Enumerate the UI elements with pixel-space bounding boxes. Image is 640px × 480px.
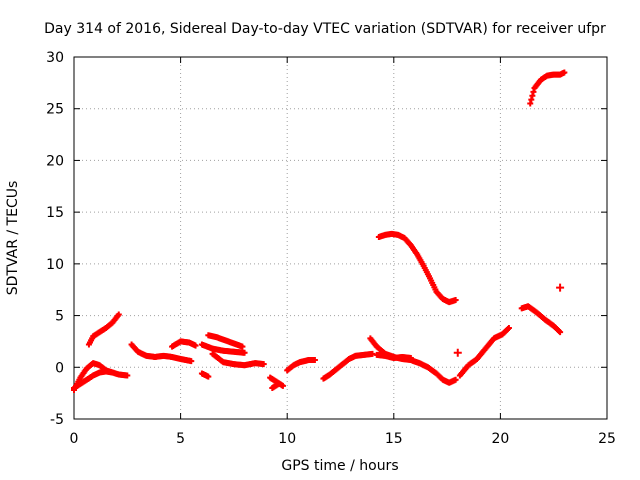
series-track-8 xyxy=(205,332,246,350)
series-track-13 xyxy=(320,350,376,382)
y-tick-label: -5 xyxy=(50,412,64,428)
x-tick-label: 0 xyxy=(70,431,79,447)
y-axis-label: SDTVAR / TECUs xyxy=(5,181,21,296)
data-point xyxy=(241,349,248,356)
data-points xyxy=(71,69,568,394)
series-track-12 xyxy=(284,357,318,374)
data-point xyxy=(452,297,459,304)
y-tick-label: 20 xyxy=(46,153,64,169)
x-axis-label: GPS time / hours xyxy=(281,458,398,474)
chart-title: Day 314 of 2016, Sidereal Day-to-day VTE… xyxy=(44,21,606,37)
series-track-3 xyxy=(85,311,122,348)
y-tick-labels: -5 0 5 10 15 20 25 30 xyxy=(46,50,64,428)
data-point xyxy=(556,283,565,292)
series-track-9 xyxy=(209,350,267,369)
data-point xyxy=(529,92,536,99)
data-point xyxy=(239,343,246,350)
data-point xyxy=(260,361,267,368)
data-point xyxy=(192,342,199,349)
data-point xyxy=(369,350,376,357)
x-tick-label: 25 xyxy=(598,431,616,447)
data-point xyxy=(530,88,537,95)
data-point xyxy=(528,96,535,103)
x-tick-label: 15 xyxy=(385,431,403,447)
data-point xyxy=(453,348,462,357)
data-point xyxy=(452,376,459,383)
series-track-20 xyxy=(556,283,565,292)
x-tick-label: 10 xyxy=(278,431,296,447)
plot-frame xyxy=(73,56,608,420)
series-track-4 xyxy=(128,341,195,365)
series-track-11 xyxy=(269,380,282,391)
axis-ticks xyxy=(73,56,608,420)
data-point xyxy=(505,324,512,331)
data-point xyxy=(407,354,414,361)
data-point xyxy=(557,329,564,336)
data-point xyxy=(311,357,318,364)
x-tick-label: 20 xyxy=(491,431,509,447)
x-tick-label: 5 xyxy=(176,431,185,447)
y-tick-label: 0 xyxy=(55,360,64,376)
data-point xyxy=(124,372,131,379)
series-track-5 xyxy=(169,338,199,350)
y-tick-label: 25 xyxy=(46,102,64,118)
y-tick-label: 5 xyxy=(55,309,64,325)
series-track-19 xyxy=(518,303,564,336)
data-point xyxy=(275,380,282,387)
series-track-6 xyxy=(198,370,212,380)
data-point xyxy=(109,369,116,376)
series-track-7 xyxy=(198,341,248,356)
series-track-18 xyxy=(456,324,512,379)
data-point xyxy=(205,373,212,380)
y-tick-label: 10 xyxy=(46,257,64,273)
grid-lines xyxy=(74,57,607,419)
series-track-14 xyxy=(367,335,459,386)
data-point xyxy=(188,358,195,365)
y-tick-label: 30 xyxy=(46,50,64,66)
y-tick-label: 15 xyxy=(46,205,64,221)
series-track-15 xyxy=(373,351,414,361)
series-track-21 xyxy=(527,69,568,107)
data-point xyxy=(527,100,534,107)
series-track-2 xyxy=(71,360,116,394)
data-point xyxy=(279,382,286,389)
series-track-16 xyxy=(375,230,459,306)
x-tick-labels: 0 5 10 15 20 25 xyxy=(70,431,616,447)
series-track-17 xyxy=(453,348,462,357)
data-point xyxy=(115,311,122,318)
data-point xyxy=(561,69,568,76)
